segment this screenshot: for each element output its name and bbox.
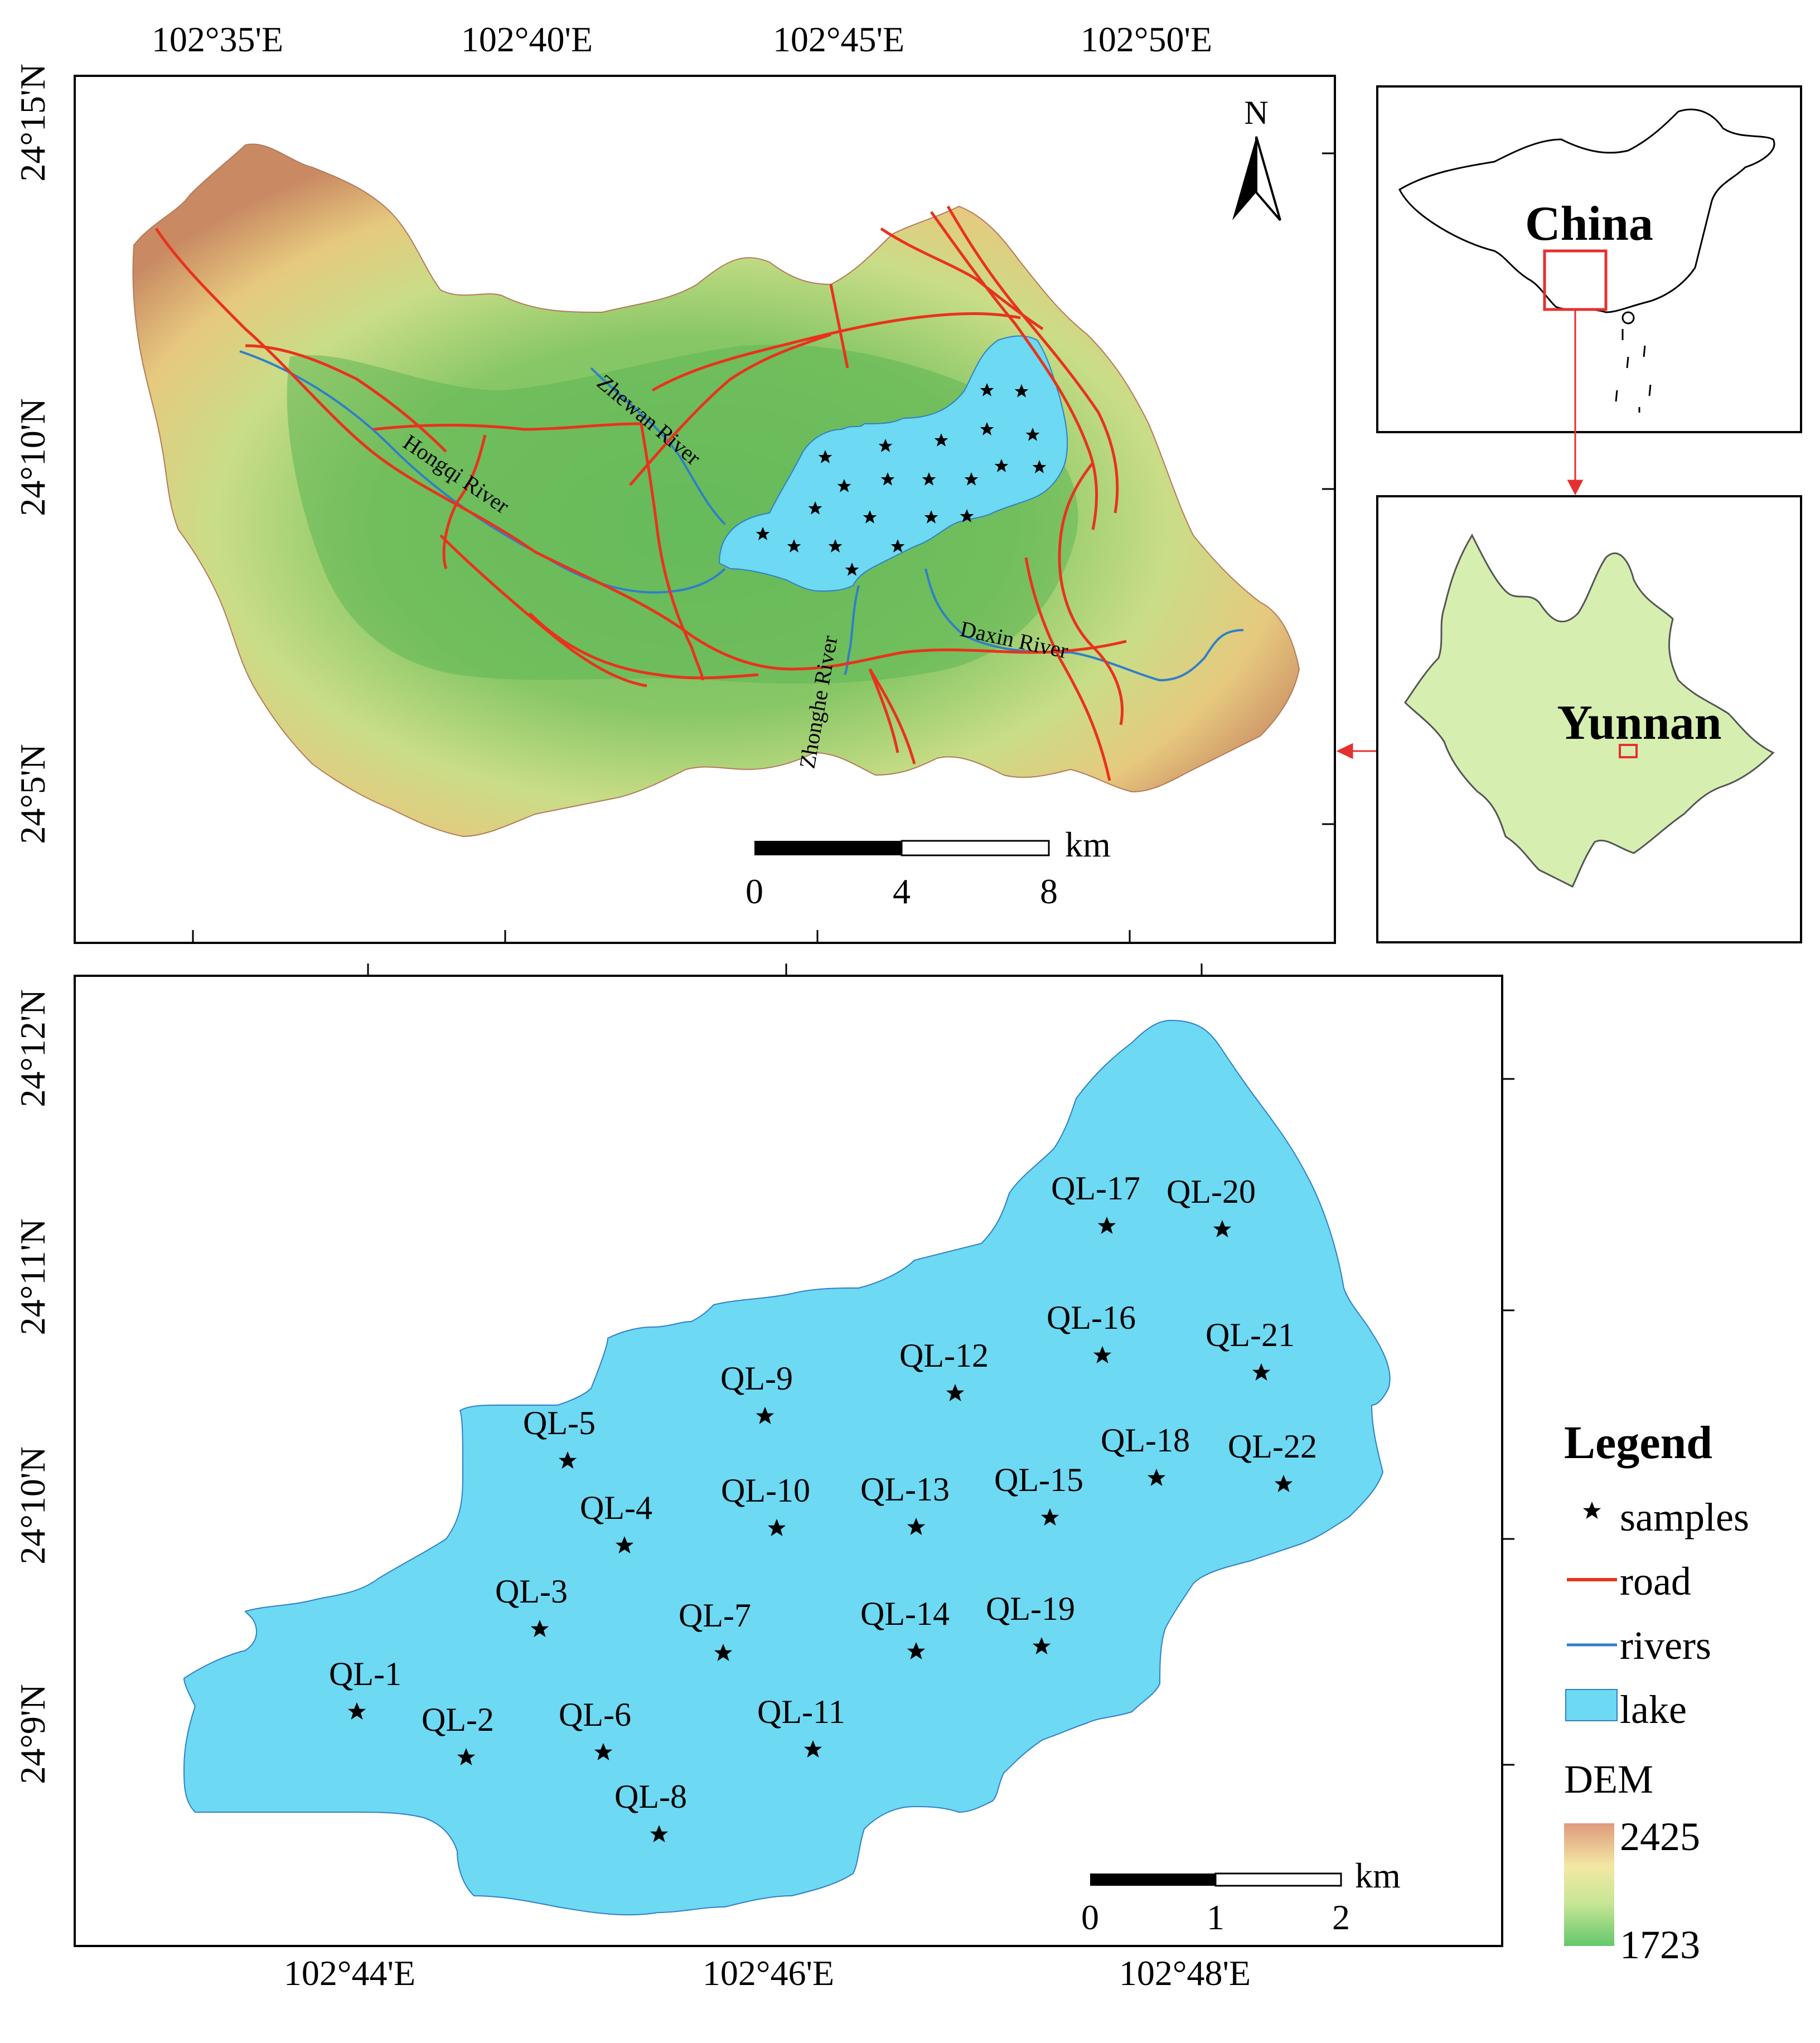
bottom-lat-label: 24°9'N bbox=[13, 1684, 52, 1784]
top-lat-label: 24°15'N bbox=[13, 64, 52, 181]
road-network bbox=[154, 205, 1127, 781]
sample-label: QL-4 bbox=[580, 1489, 652, 1526]
sample-label: QL-2 bbox=[422, 1701, 494, 1738]
sample-label: QL-9 bbox=[720, 1360, 793, 1397]
sample-label: QL-8 bbox=[614, 1778, 687, 1815]
top-scale-unit: km bbox=[1065, 825, 1111, 864]
bottom-lat-label: 24°10'N bbox=[13, 1446, 52, 1564]
sample-label: QL-14 bbox=[860, 1595, 950, 1632]
sample-label: QL-11 bbox=[757, 1693, 845, 1730]
china-label: China bbox=[1525, 197, 1653, 251]
legend-label-samples: samples bbox=[1620, 1495, 1749, 1539]
sample-label: QL-22 bbox=[1228, 1428, 1317, 1465]
bottom-lat-label: 24°12'N bbox=[13, 989, 52, 1107]
sample-label: QL-19 bbox=[986, 1590, 1075, 1627]
legend-label-rivers: rivers bbox=[1620, 1623, 1711, 1668]
legend-dem-title: DEM bbox=[1564, 1757, 1653, 1802]
bottom-lon-label: 102°44'E bbox=[284, 1953, 415, 1993]
bottom-scale-tick-0: 0 bbox=[1081, 1897, 1099, 1937]
top-lon-label: 102°50'E bbox=[1081, 20, 1212, 59]
top-scale-tick-8: 8 bbox=[1040, 872, 1058, 911]
south-china-sea-islands bbox=[1615, 311, 1652, 413]
legend-star-icon bbox=[1582, 1502, 1601, 1519]
top-lon-ticks bbox=[192, 152, 1335, 943]
sample-label: QL-13 bbox=[860, 1471, 950, 1508]
top-lat-label: 24°10'N bbox=[13, 398, 52, 516]
sample-label: QL-12 bbox=[899, 1337, 989, 1374]
dem-color-ramp bbox=[1564, 1823, 1614, 1946]
top-scalebar: 0 4 8 km bbox=[746, 825, 1111, 911]
sample-label: QL-6 bbox=[559, 1696, 631, 1733]
china-inset: China bbox=[1376, 85, 1802, 433]
legend-label-road: road bbox=[1620, 1559, 1691, 1604]
samples-layer: QL-1 QL-2 QL-3 QL-4 QL-5 QL-6 QL-7 QL-8 QL-9 QL-1… bbox=[329, 1170, 1317, 1842]
legend-dem-max: 2425 bbox=[1620, 1814, 1700, 1859]
sample-label: QL-16 bbox=[1047, 1299, 1136, 1336]
north-label: N bbox=[1244, 94, 1268, 131]
sample-label: QL-18 bbox=[1101, 1422, 1190, 1459]
top-map: Hongqi River Zhewan River Zhonghe River … bbox=[13, 20, 1336, 944]
top-lon-label: 102°35'E bbox=[152, 20, 283, 59]
yunnan-outline bbox=[1404, 533, 1775, 888]
yunnan-label: Yunnan bbox=[1557, 696, 1721, 750]
bottom-scale-tick-1: 1 bbox=[1207, 1897, 1224, 1937]
bottom-scale-unit: km bbox=[1355, 1856, 1401, 1895]
lake-polygon-top bbox=[718, 335, 1068, 592]
river-network bbox=[239, 350, 1244, 682]
sample-label: QL-1 bbox=[329, 1655, 401, 1692]
top-scale-tick-0: 0 bbox=[746, 872, 763, 911]
top-scale-tick-4: 4 bbox=[893, 872, 911, 911]
sample-label: QL-5 bbox=[523, 1405, 596, 1441]
sample-label: QL-17 bbox=[1051, 1170, 1140, 1207]
bottom-lat-label: 24°11'N bbox=[13, 1219, 52, 1335]
china-outline bbox=[1398, 108, 1775, 313]
bottom-scale-tick-2: 2 bbox=[1332, 1897, 1350, 1937]
sample-label: QL-7 bbox=[679, 1597, 751, 1634]
bottom-lon-label: 102°46'E bbox=[703, 1953, 834, 1993]
bottom-ticks bbox=[367, 964, 1514, 1766]
sample-label: QL-15 bbox=[994, 1461, 1083, 1498]
north-arrow-icon: N bbox=[1232, 94, 1281, 221]
top-lon-label: 102°40'E bbox=[461, 20, 593, 59]
legend-lake-swatch bbox=[1565, 1689, 1618, 1721]
sample-label: QL-20 bbox=[1166, 1173, 1256, 1210]
bottom-map: QL-1 QL-2 QL-3 QL-4 QL-5 QL-6 QL-7 QL-8 QL-9 QL-1… bbox=[13, 964, 1514, 1993]
legend-label-lake: lake bbox=[1620, 1687, 1687, 1732]
legend: Legend samples road rivers lake DEM 2425… bbox=[1564, 1417, 1749, 1967]
legend-title: Legend bbox=[1564, 1417, 1712, 1469]
bottom-lon-label: 102°48'E bbox=[1119, 1953, 1251, 1993]
sample-label: QL-3 bbox=[495, 1573, 568, 1610]
legend-dem-min: 1723 bbox=[1620, 1923, 1700, 1967]
top-lon-label: 102°45'E bbox=[773, 20, 904, 59]
sample-label: QL-10 bbox=[721, 1472, 810, 1509]
study-area-locator-box bbox=[1619, 744, 1638, 758]
sample-label: QL-21 bbox=[1206, 1316, 1295, 1353]
yunnan-inset: Yunnan bbox=[1376, 495, 1802, 943]
lake-polygon-bottom bbox=[183, 1019, 1391, 1916]
bottom-scalebar: 0 1 2 km bbox=[1081, 1856, 1401, 1937]
top-lat-label: 24°5'N bbox=[13, 744, 52, 844]
